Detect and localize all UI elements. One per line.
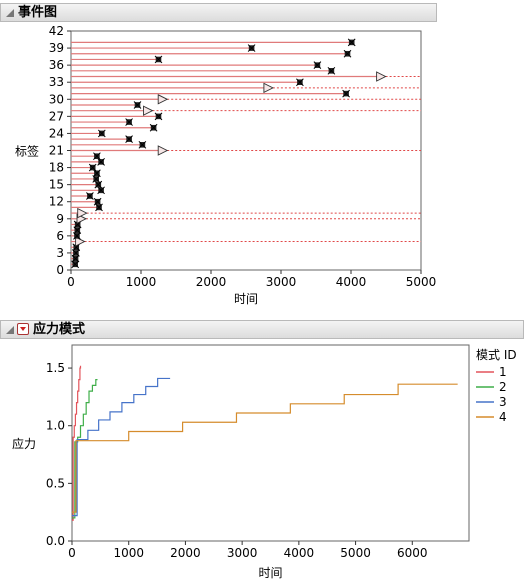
y-tick-label: 18 (49, 161, 64, 175)
x-tick-label: 1000 (126, 275, 157, 289)
failure-marker-cross (92, 175, 101, 183)
failure-marker-cross (125, 118, 133, 126)
failure-marker-cross (138, 140, 147, 149)
legend-title: 模式 ID (476, 348, 517, 362)
failure-marker-cross (72, 249, 80, 257)
legend-entry: 4 (499, 410, 507, 424)
y-tick-label: 1.5 (46, 361, 65, 375)
failure-marker-cross (154, 55, 163, 64)
stress-pattern-outline-bar[interactable]: 应力模式 (0, 320, 524, 339)
failure-marker-cross (71, 260, 80, 269)
y-tick-label: 0.0 (46, 534, 65, 548)
x-axis-label: 时间 (234, 292, 258, 306)
series-line-1 (72, 365, 82, 521)
x-tick-label: 5000 (406, 275, 437, 289)
y-tick-label: 0 (56, 263, 64, 277)
failure-marker-cross (94, 180, 103, 189)
series-line-3 (72, 377, 171, 517)
failure-marker-cross (296, 78, 304, 87)
legend-entry: 2 (499, 380, 507, 394)
x-tick-label: 0 (68, 546, 76, 560)
y-tick-label: 12 (49, 195, 64, 209)
y-tick-label: 9 (56, 212, 64, 226)
x-axis-label: 时间 (258, 566, 282, 580)
failure-marker-cross (93, 169, 101, 178)
x-tick-label: 0 (67, 275, 75, 289)
failure-marker-cross (133, 101, 142, 109)
failure-marker-cross (97, 158, 105, 166)
failure-marker-cross (93, 152, 101, 161)
failure-marker-cross (86, 192, 94, 200)
y-tick-label: 3 (56, 246, 64, 260)
x-tick-label: 3000 (266, 275, 297, 289)
failure-marker-cross (154, 112, 163, 121)
event-plot-title: 事件图 (18, 5, 58, 20)
failure-marker-cross (343, 49, 352, 58)
legend-entry: 1 (499, 365, 507, 379)
event-plot-outline-bar[interactable]: 事件图 (0, 3, 437, 22)
stress-pattern-title: 应力模式 (33, 322, 86, 337)
censored-marker (77, 207, 88, 219)
y-tick-label: 39 (49, 41, 64, 55)
x-tick-label: 2000 (170, 546, 201, 560)
y-tick-label: 24 (49, 126, 64, 140)
x-tick-label: 4000 (284, 546, 315, 560)
y-tick-label: 1.0 (46, 419, 65, 433)
failure-marker-cross (149, 123, 158, 132)
failure-marker-cross (97, 129, 106, 138)
y-axis-label: 标签 (15, 144, 39, 159)
y-tick-label: 21 (49, 144, 64, 158)
failure-marker-cross (97, 186, 105, 195)
y-tick-label: 33 (49, 75, 64, 89)
x-tick-label: 4000 (336, 275, 367, 289)
failure-marker-cross (71, 254, 80, 263)
failure-marker-cross (73, 226, 82, 235)
failure-marker-cross (125, 135, 133, 143)
censored-marker (157, 145, 169, 156)
censored-marker (263, 82, 274, 94)
y-tick-label: 0.5 (46, 476, 65, 490)
failure-marker-cross (347, 38, 356, 47)
disclosure-triangle-icon[interactable] (4, 324, 16, 336)
failure-marker-cross (313, 61, 322, 69)
x-tick-label: 5000 (340, 546, 371, 560)
y-tick-label: 27 (49, 109, 64, 123)
x-tick-label: 2000 (196, 275, 227, 289)
x-tick-label: 1000 (113, 546, 144, 560)
failure-marker-cross (73, 232, 81, 240)
series-line-4 (72, 383, 458, 513)
x-tick-label: 3000 (227, 546, 258, 560)
failure-marker-cross (88, 163, 97, 172)
y-tick-label: 36 (49, 58, 64, 72)
y-tick-label: 6 (56, 229, 64, 243)
disclosure-triangle-icon[interactable] (4, 7, 16, 19)
legend-entry: 3 (499, 395, 507, 409)
censored-marker (157, 94, 169, 105)
failure-marker-cross (327, 66, 336, 75)
event-plot-chart: 0 1000 2000 3000 4000 50000369121518212427303… (15, 24, 437, 306)
y-axis-label: 应力 (12, 436, 36, 451)
failure-marker-cross (95, 203, 103, 212)
failure-marker-cross (247, 44, 256, 52)
plot-frame (71, 344, 470, 542)
y-tick-label: 30 (49, 92, 64, 106)
failure-marker-cross (93, 197, 102, 206)
failure-marker-cross (342, 89, 350, 98)
y-tick-label: 15 (49, 178, 64, 192)
x-tick-label: 6000 (397, 546, 428, 560)
censored-marker (376, 71, 387, 82)
y-tick-label: 42 (49, 24, 64, 38)
red-menu-icon[interactable] (17, 323, 29, 335)
censored-marker (143, 105, 154, 116)
